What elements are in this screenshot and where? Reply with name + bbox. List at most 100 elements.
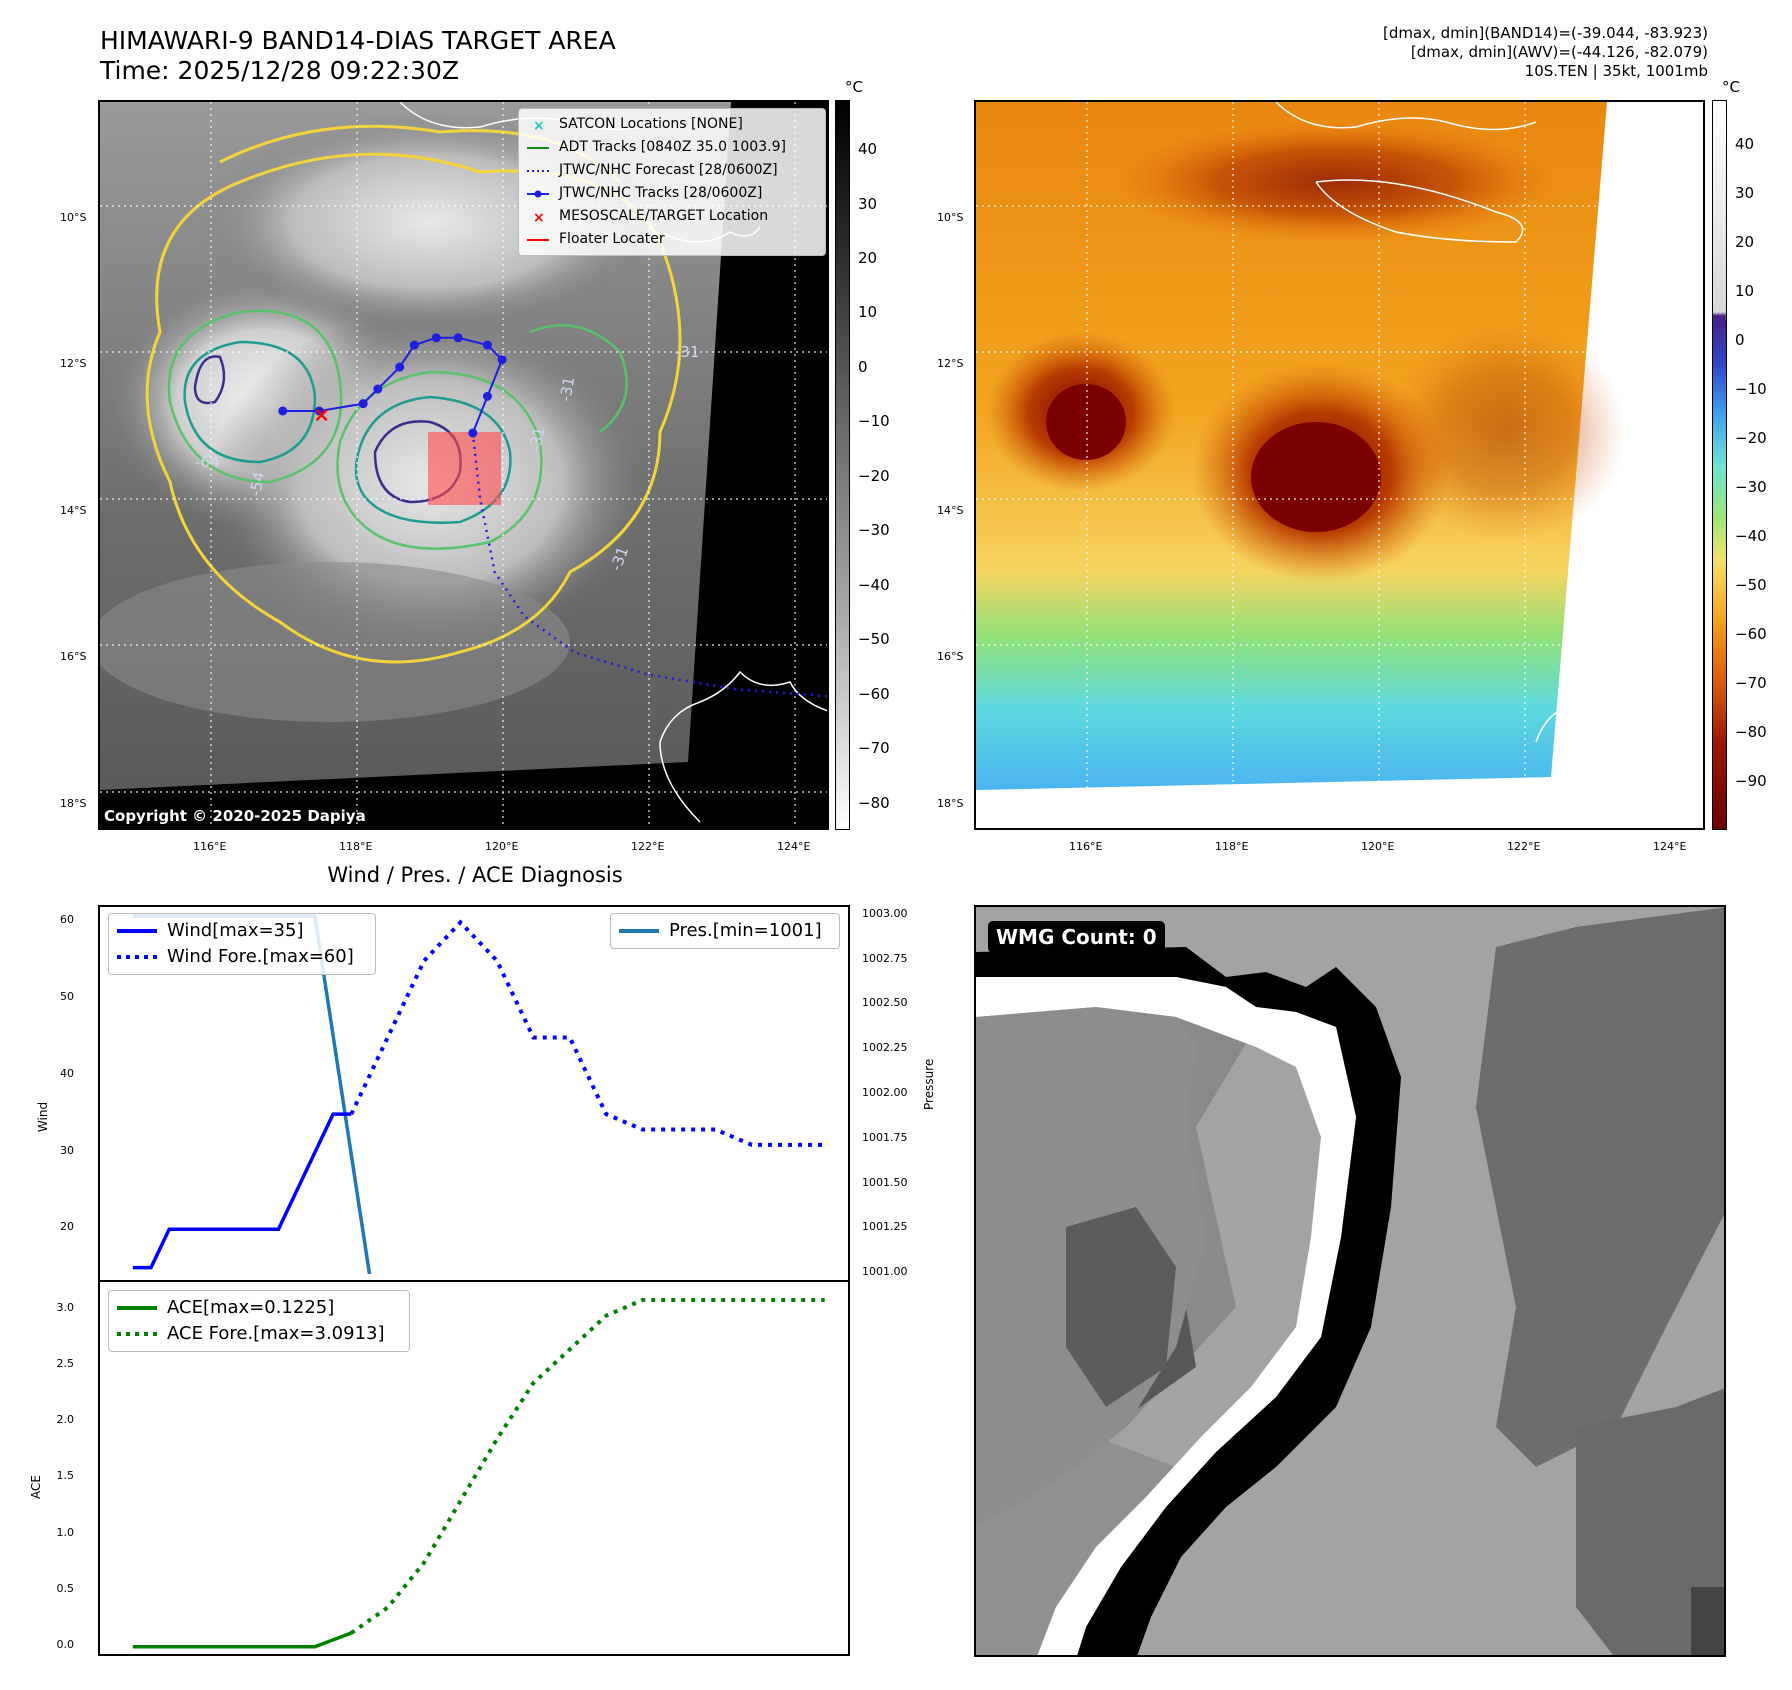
stats-line-band14: [dmax, dmin](BAND14)=(-39.044, -83.923) — [1383, 24, 1708, 42]
legend-tracks-label: JTWC/NHC Tracks [28/0600Z] — [559, 185, 763, 201]
awv-lat-label-18s: 18°S — [937, 797, 964, 810]
track-point-3 — [373, 384, 383, 394]
legend-adt-label: ADT Tracks [0840Z 35.0 1003.9] — [559, 139, 786, 155]
windTicks-label-1: 50 — [60, 990, 74, 1004]
legend-floater-label: Floater Locater — [559, 231, 665, 247]
lat-label-14s: 14°S — [60, 504, 87, 517]
colorbar-tick-2: 20 — [858, 248, 878, 267]
contour-label-minus31-a: -31 — [675, 343, 700, 361]
colorbar-tick-0: 40 — [858, 140, 878, 159]
contour-minus54-center — [354, 395, 512, 524]
svg-text:×: × — [533, 210, 545, 224]
contour-label-minus31-b: -31 — [556, 375, 578, 402]
awv-cold-core-center — [1251, 422, 1381, 532]
pres-ylabel-text: Pressure — [922, 1058, 936, 1110]
lon-label-120e: 120°E — [485, 840, 519, 853]
left-colorbar-unit: °C — [845, 78, 863, 96]
contour-label-minus31-c: -31 — [526, 425, 548, 452]
presTicks-label-2: 1002.50 — [862, 996, 908, 1010]
lat-label-12s: 12°S — [60, 357, 87, 370]
mesoscale-target-marker: × — [313, 403, 330, 427]
ace-forecast-line — [350, 1297, 825, 1635]
contour-minus40-west — [167, 309, 343, 484]
legend-ace: ACE[max=0.1225] — [117, 1295, 401, 1321]
colorbar-tick-0: 40 — [1735, 135, 1755, 154]
lat-label-18s: 18°S — [60, 797, 87, 810]
legend-ace-fore: ACE Fore.[max=3.0913] — [117, 1321, 401, 1347]
presTicks-label-6: 1001.50 — [862, 1175, 908, 1189]
awv-cold-core-west — [1046, 384, 1126, 460]
figure-title: HIMAWARI-9 BAND14-DIAS TARGET AREA Time: … — [100, 26, 616, 86]
colorbar-tick-13: −90 — [1735, 772, 1767, 790]
lon-label-124e: 124°E — [777, 840, 811, 853]
right-colorbar — [1712, 100, 1727, 830]
ace-legend: ACE[max=0.1225] ACE Fore.[max=3.0913] — [108, 1290, 410, 1352]
colorbar-tick-5: −10 — [1735, 380, 1767, 399]
aceTicks-label-6: 0.0 — [56, 1637, 75, 1651]
wmg-dark-patch-se — [1691, 1587, 1724, 1655]
awv-cold-top-north — [1116, 122, 1556, 242]
wind-forecast-line — [349, 919, 825, 1147]
colorbar-tick-9: −50 — [858, 630, 890, 649]
contour-minus40-east — [529, 324, 628, 433]
contour-label-minus64: -64 — [195, 453, 220, 471]
legend-pres-label: Pres.[min=1001] — [669, 920, 822, 941]
ace-series-line — [132, 1631, 352, 1649]
left-colorbar — [835, 100, 850, 830]
colorbar-tick-6: −20 — [858, 466, 890, 485]
awv-lon-label-124e: 124°E — [1653, 840, 1687, 853]
legend-wind-fore: Wind Fore.[max=60] — [117, 944, 367, 970]
legend-ace-fore-label: ACE Fore.[max=3.0913] — [167, 1323, 385, 1344]
lat-label-16s: 16°S — [60, 650, 87, 663]
legend-adt: ADT Tracks [0840Z 35.0 1003.9] — [527, 136, 817, 159]
cloud-mass-south — [100, 562, 570, 722]
stats-line-storm: 10S.TEN | 35kt, 1001mb — [1524, 62, 1708, 80]
legend-wind-label: Wind[max=35] — [167, 920, 304, 941]
aceTicks-label-0: 3.0 — [56, 1301, 75, 1315]
target-x-icon: × — [313, 403, 330, 427]
map-legend: × SATCON Locations [NONE] ADT Tracks [084… — [518, 108, 826, 256]
windTicks-label-2: 40 — [60, 1066, 74, 1080]
legend-ace-label: ACE[max=0.1225] — [167, 1297, 335, 1318]
colorbar-tick-1: 30 — [858, 194, 878, 213]
colorbar-tick-3: 10 — [1735, 282, 1755, 301]
colorbar-tick-4: 0 — [1735, 331, 1745, 350]
diagnosis-title: Wind / Pres. / ACE Diagnosis — [327, 863, 623, 887]
wmg-count-badge: WMG Count: 0 — [988, 921, 1165, 953]
awv-lat-label-12s: 12°S — [937, 357, 964, 370]
colorbar-tick-12: −80 — [858, 793, 890, 812]
lon-label-122e: 122°E — [631, 840, 665, 853]
awv-lat-label-10s: 10°S — [937, 211, 964, 224]
wmg-image — [976, 907, 1724, 1655]
wmg-eyewall-black — [976, 947, 1401, 1655]
awv-lat-label-16s: 16°S — [937, 650, 964, 663]
colorbar-tick-1: 30 — [1735, 184, 1755, 203]
colorbar-tick-2: 20 — [1735, 233, 1755, 252]
pres-ylabel: Pressure — [922, 1059, 936, 1110]
awv-map-panel — [974, 100, 1705, 830]
colorbar-tick-4: 0 — [858, 357, 868, 376]
wind-legend: Wind[max=35] Wind Fore.[max=60] — [108, 913, 376, 975]
windTicks-label-3: 30 — [60, 1143, 74, 1157]
wind-pres-chart-panel: Wind[max=35] Wind Fore.[max=60] Pres.[mi… — [98, 905, 850, 1281]
awv-lon-label-122e: 122°E — [1507, 840, 1541, 853]
copyright-label: Copyright © 2020-2025 Dapiya — [104, 807, 366, 825]
band14-map-panel: × -64 -54 -31 -31 -31 -31 × SATCON Locati… — [98, 100, 829, 830]
aceTicks-label-4: 1.0 — [56, 1525, 75, 1539]
track-point-10 — [482, 391, 492, 401]
presTicks-label-8: 1001.00 — [862, 1265, 908, 1279]
legend-satcon-label: SATCON Locations [NONE] — [559, 116, 743, 132]
colorbar-tick-12: −80 — [1735, 723, 1767, 741]
awv-cold-top-east — [1386, 322, 1626, 542]
lat-label-10s: 10°S — [60, 211, 87, 224]
contour-minus64-west — [193, 355, 226, 405]
aceTicks-label-1: 2.5 — [56, 1357, 75, 1371]
presTicks-label-0: 1003.00 — [862, 906, 908, 920]
presTicks-label-4: 1002.00 — [862, 1086, 908, 1099]
wind-series-line — [132, 1112, 352, 1270]
title-line-1: HIMAWARI-9 BAND14-DIAS TARGET AREA — [100, 26, 616, 55]
track-point-5 — [409, 340, 419, 350]
windTicks-label-4: 20 — [60, 1220, 74, 1234]
awv-gridlines — [976, 102, 1703, 828]
presTicks-label-7: 1001.25 — [862, 1220, 908, 1234]
